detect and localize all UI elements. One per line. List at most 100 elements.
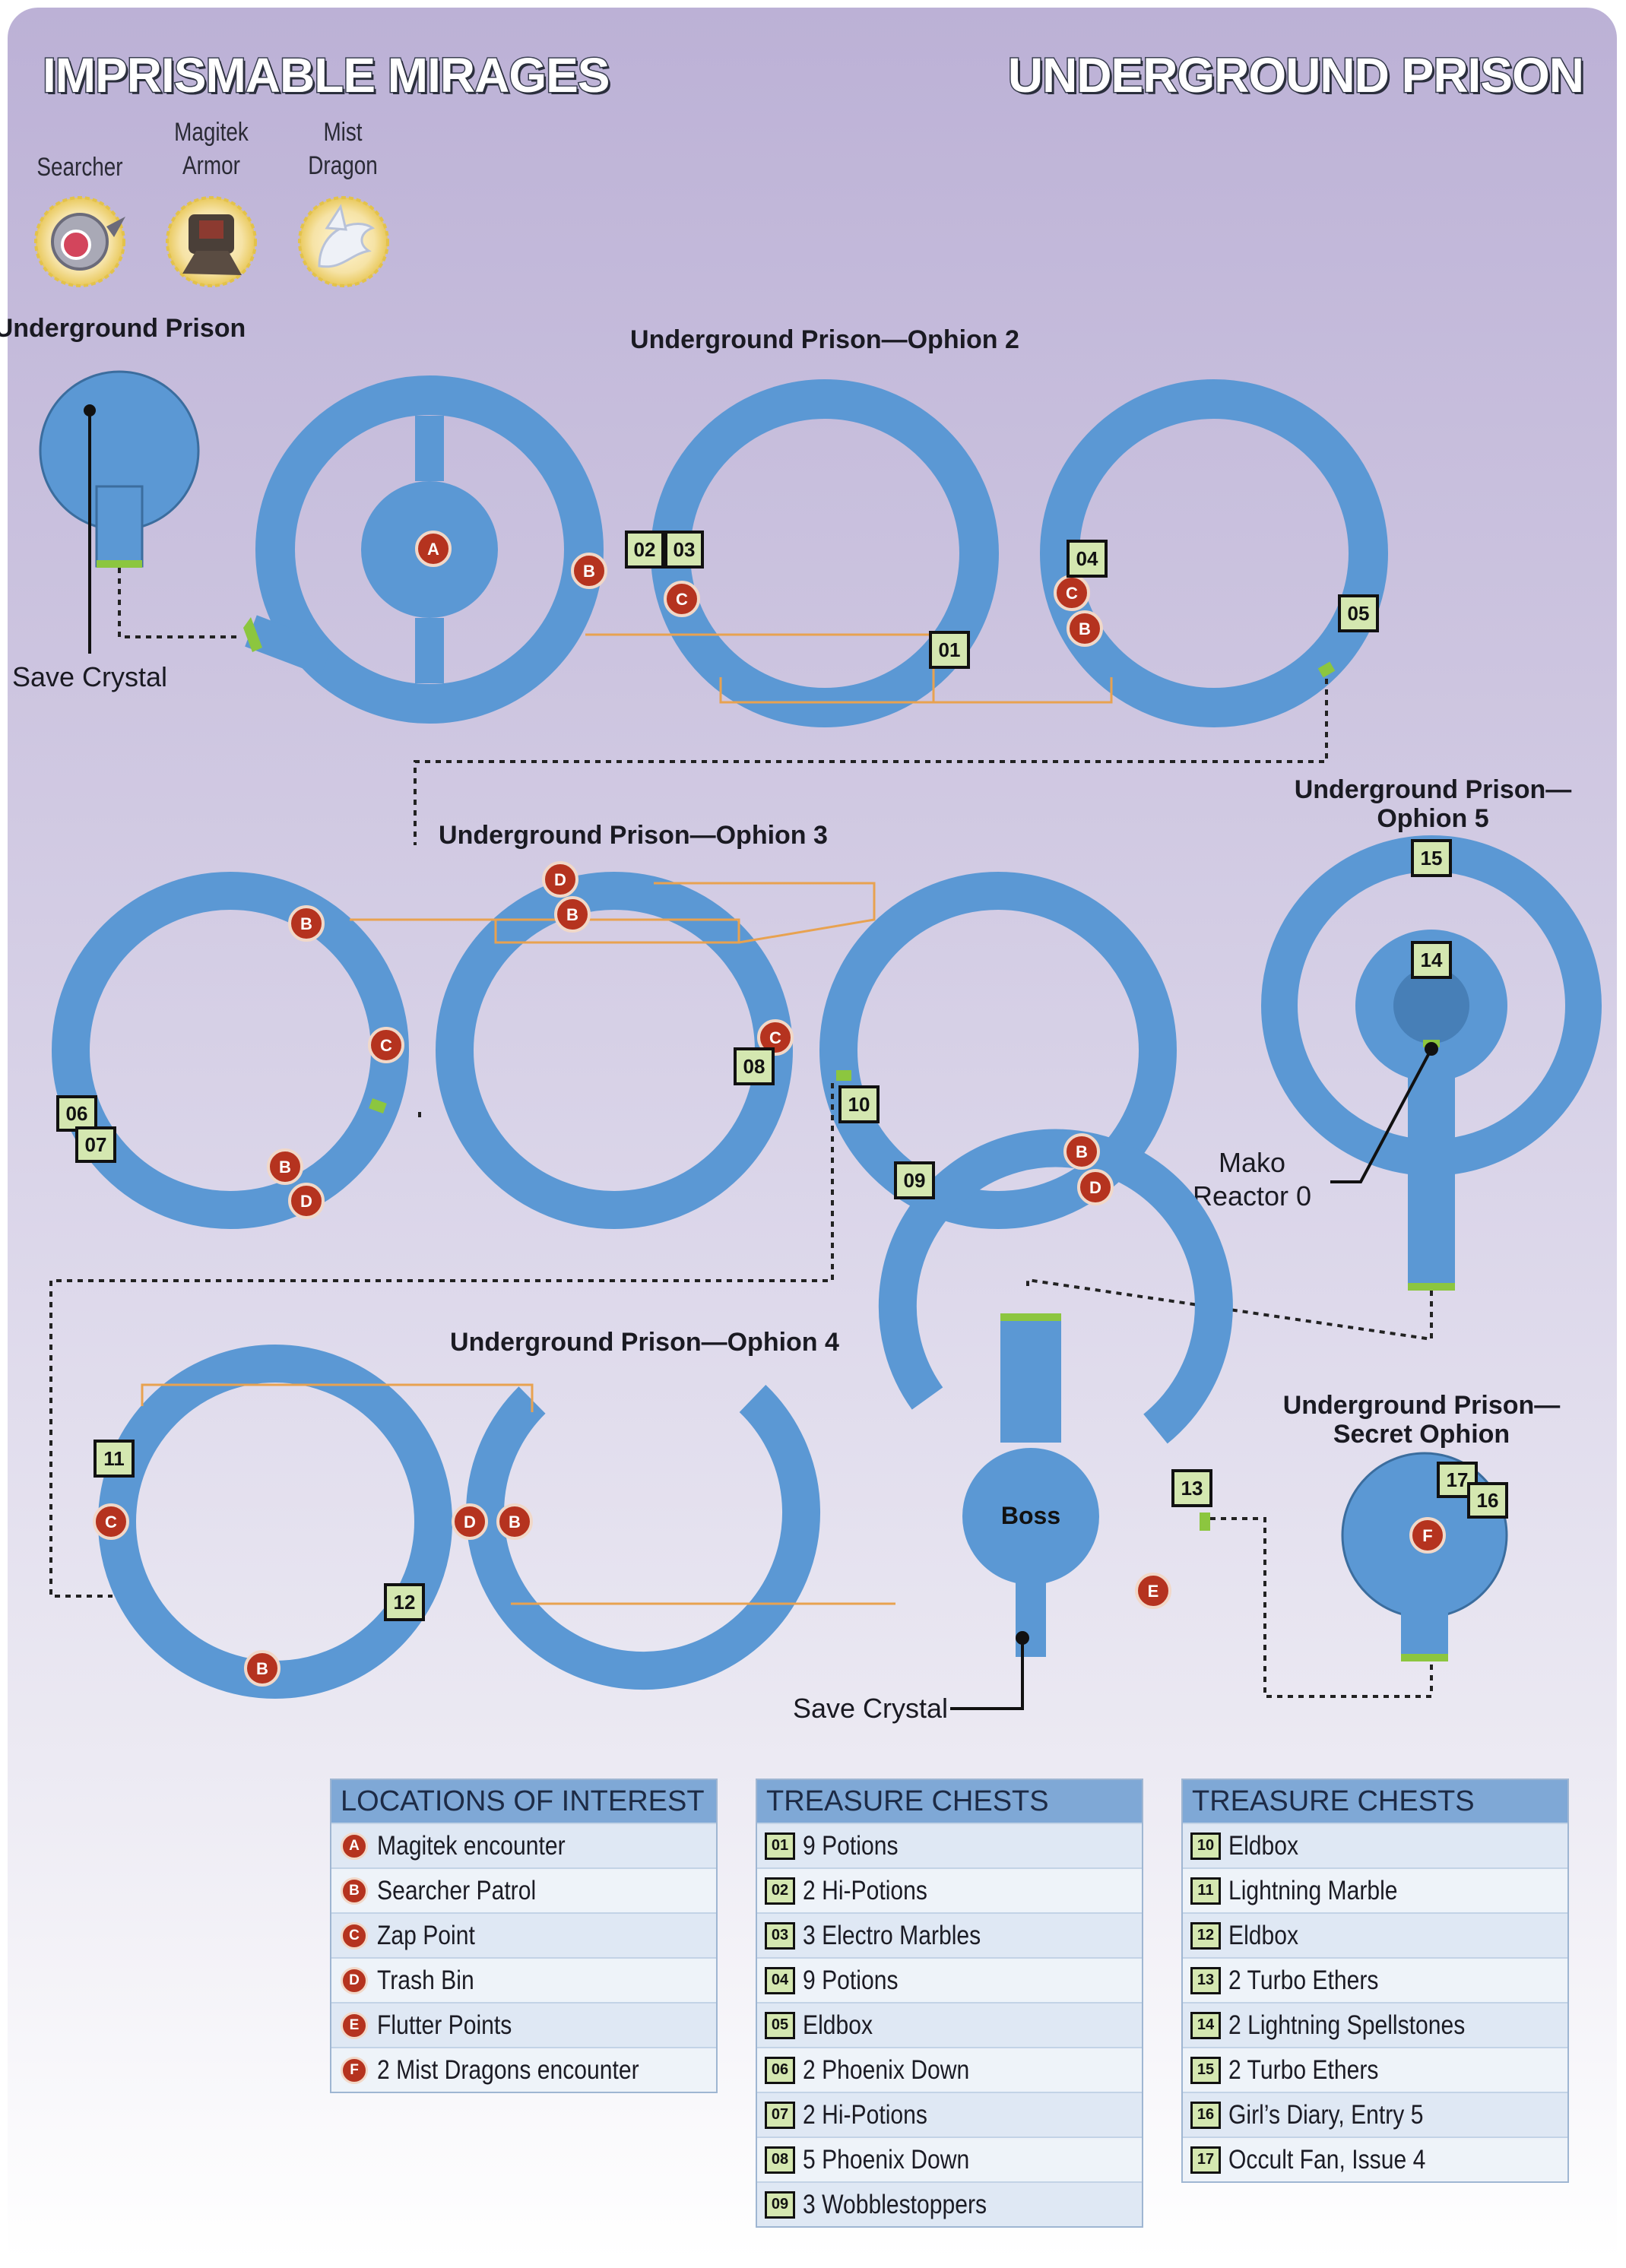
legend-row: 11 Lightning Marble — [1183, 1867, 1567, 1912]
chest-07: 07 — [75, 1126, 116, 1163]
area-label-ophion-4: Underground Prison—Ophion 4 — [450, 1328, 839, 1357]
legend-label: Magitek encounter — [377, 1830, 566, 1861]
marker-f: F — [1409, 1517, 1446, 1554]
svg-text:E: E — [1148, 1582, 1159, 1601]
chest-08: 08 — [734, 1047, 775, 1085]
svg-text:F: F — [1422, 1526, 1432, 1545]
chest-02: 02 — [625, 531, 664, 569]
legend-row: 12 Eldbox — [1183, 1912, 1567, 1957]
marker-e-icon: E — [341, 2011, 368, 2039]
label-boss: Boss — [1001, 1502, 1060, 1529]
legend-row: 01 9 Potions — [757, 1823, 1142, 1867]
marker-a-icon: A — [341, 1832, 368, 1860]
marker-b: B — [496, 1503, 533, 1540]
area-label-ophion-5-text: Underground Prison—Ophion 5 — [1294, 775, 1572, 833]
legend-label: Eldbox — [803, 2010, 873, 2040]
chest-icon: 14 — [1190, 2011, 1221, 2039]
legend-label: 2 Turbo Ethers — [1228, 1965, 1379, 1995]
chest-14: 14 — [1411, 941, 1452, 979]
chest-icon: 12 — [1190, 1921, 1221, 1950]
legend-treasure-chests-2: TREASURE CHESTS 10 Eldbox 11 Lightning Mar… — [1181, 1779, 1569, 2183]
legend-title: TREASURE CHESTS — [1183, 1780, 1567, 1823]
area-ophion-2: Underground Prison—Ophion 2 A — [243, 325, 1388, 845]
svg-text:B: B — [566, 905, 578, 924]
legend-label: Searcher Patrol — [377, 1875, 537, 1905]
marker-b: B — [571, 553, 607, 589]
legend-row: 17 Occult Fan, Issue 4 — [1183, 2137, 1567, 2181]
legend-row: 16 Girl’s Diary, Entry 5 — [1183, 2092, 1567, 2137]
svg-text:C: C — [1066, 584, 1078, 603]
chest-icon: 08 — [765, 2146, 795, 2174]
svg-text:D: D — [464, 1513, 476, 1532]
legend-label: Girl’s Diary, Entry 5 — [1228, 2099, 1424, 2130]
svg-text:05: 05 — [1348, 602, 1370, 625]
chest-05: 05 — [1338, 594, 1379, 632]
legend-row: 03 3 Electro Marbles — [757, 1912, 1142, 1957]
location-markers: A B C C B B C B D D B C B D C B D B E F — [93, 531, 1446, 1687]
mirage-name-mist-dragon: Mist Dragon — [308, 118, 378, 180]
marker-d: D — [542, 861, 578, 898]
area-label-ophion-3: Underground Prison—Ophion 3 — [439, 821, 828, 850]
legend-row: 02 2 Hi-Potions — [757, 1867, 1142, 1912]
svg-text:07: 07 — [85, 1133, 107, 1156]
legend-row: 10 Eldbox — [1183, 1823, 1567, 1867]
marker-b: B — [1063, 1133, 1100, 1170]
area-underground-prison: Underground Prison Save Crystal — [0, 314, 246, 692]
area-label-underground-prison: Underground Prison — [0, 314, 246, 343]
marker-c: C — [664, 581, 700, 617]
svg-text:02: 02 — [634, 538, 656, 561]
legend-label: Occult Fan, Issue 4 — [1228, 2144, 1426, 2175]
label-mako-reactor-line2: Reactor 0 — [1193, 1180, 1311, 1212]
svg-text:D: D — [300, 1192, 312, 1211]
svg-text:06: 06 — [66, 1102, 88, 1125]
legend-label: Lightning Marble — [1228, 1875, 1398, 1905]
legend-rows: 01 9 Potions 02 2 Hi-Potions 03 3 Electro M… — [757, 1823, 1142, 2226]
legend-rows: A Magitek encounter B Searcher Patrol C Zap… — [331, 1823, 716, 2092]
chest-icon: 02 — [765, 1877, 795, 1905]
marker-b: B — [267, 1148, 303, 1185]
svg-text:03: 03 — [674, 538, 696, 561]
chest-icon: 16 — [1190, 2101, 1221, 2129]
legend-label: 5 Phoenix Down — [803, 2144, 970, 2175]
chest-03: 03 — [664, 531, 704, 569]
legend-label: 2 Hi-Potions — [803, 1875, 927, 1905]
svg-text:04: 04 — [1076, 547, 1098, 570]
svg-text:B: B — [1079, 619, 1091, 638]
legend-row: 09 3 Wobblestoppers — [757, 2181, 1142, 2226]
legend-row: 07 2 Hi-Potions — [757, 2092, 1142, 2137]
legend-row: A Magitek encounter — [331, 1823, 716, 1867]
legend-label: Flutter Points — [377, 2010, 512, 2040]
chest-06: 06 — [56, 1095, 97, 1132]
legend-row: 05 Eldbox — [757, 2002, 1142, 2047]
svg-text:08: 08 — [743, 1055, 765, 1078]
marker-c: C — [757, 1019, 794, 1056]
legend-label: Trash Bin — [377, 1965, 474, 1995]
marker-c: C — [1054, 575, 1090, 611]
legend-row: 15 2 Turbo Ethers — [1183, 2047, 1567, 2092]
mirage-name-searcher: Searcher — [36, 153, 123, 182]
svg-text:B: B — [509, 1513, 521, 1532]
legend-label: 9 Potions — [803, 1830, 899, 1861]
legend-row: E Flutter Points — [331, 2002, 716, 2047]
legend-treasure-chests-1: TREASURE CHESTS 01 9 Potions 02 2 Hi-Potio… — [756, 1779, 1143, 2228]
chest-icon: 06 — [765, 2056, 795, 2084]
svg-text:10: 10 — [848, 1093, 870, 1116]
chest-icon: 01 — [765, 1832, 795, 1860]
legend-label: 2 Mist Dragons encounter — [377, 2054, 639, 2085]
legend-label: 2 Turbo Ethers — [1228, 2054, 1379, 2085]
marker-b: B — [288, 905, 325, 942]
legend-locations-of-interest: LOCATIONS OF INTEREST A Magitek encounter… — [330, 1779, 718, 2093]
chest-01: 01 — [929, 631, 970, 669]
chest-12: 12 — [384, 1583, 425, 1621]
chest-icon: 11 — [1190, 1877, 1221, 1905]
legend-row: 14 2 Lightning Spellstones — [1183, 2002, 1567, 2047]
svg-text:D: D — [1089, 1178, 1101, 1197]
chest-icon: 07 — [765, 2101, 795, 2129]
svg-text:09: 09 — [904, 1169, 926, 1192]
area-ophion-4: Underground Prison—Ophion 4 Boss Save Cr… — [98, 1129, 1433, 1724]
area-label-secret-ophion-text: Underground Prison—Secret Ophion — [1282, 1391, 1561, 1449]
legend-label: Eldbox — [1228, 1920, 1299, 1950]
chest-icon: 15 — [1190, 2056, 1221, 2084]
chest-09: 09 — [894, 1161, 935, 1199]
